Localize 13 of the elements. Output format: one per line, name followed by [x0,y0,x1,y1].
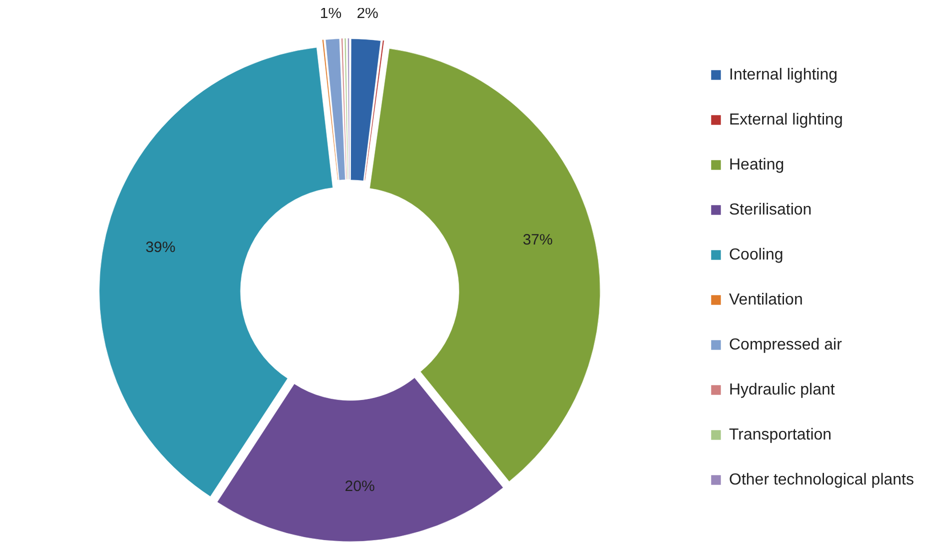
legend-label: Compressed air [729,336,843,354]
legend-label: Heating [729,156,784,174]
legend-label: Transportation [729,426,832,444]
data-label: 39% [145,238,176,256]
legend-label: Cooling [729,246,784,264]
legend-label: Other technological plants [729,471,914,488]
legend-label: Internal lighting [729,66,838,84]
legend-label: Sterilisation [729,201,812,218]
data-label: 20% [344,478,375,496]
legend-label: Ventilation [729,291,803,308]
data-label: 37% [522,232,553,249]
legend-label: External lighting [729,111,843,128]
legend-label: Hydraulic plant [729,381,836,398]
